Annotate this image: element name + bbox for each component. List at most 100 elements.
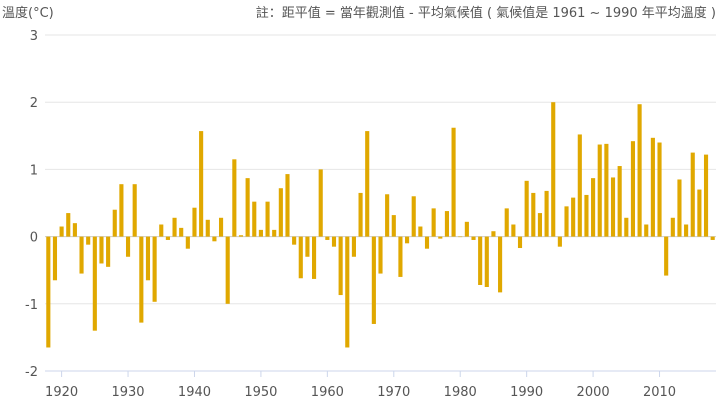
bar xyxy=(165,236,170,240)
chart-note: 註：距平值 = 當年觀測值 - 平均氣候值 ( 氣候值是 1961 ~ 1990… xyxy=(255,6,716,21)
bar xyxy=(531,192,536,237)
bar xyxy=(597,144,602,237)
x-tick-label: 1930 xyxy=(111,385,144,400)
bar xyxy=(192,207,197,237)
bar xyxy=(391,215,396,237)
bar xyxy=(571,197,576,237)
y-tick-label: -1 xyxy=(25,298,38,313)
bar xyxy=(464,221,469,237)
bar xyxy=(345,236,350,348)
bar xyxy=(557,236,562,247)
bar xyxy=(119,184,124,237)
bar xyxy=(617,166,622,237)
bar xyxy=(238,235,244,237)
bar xyxy=(371,236,376,324)
bar xyxy=(172,217,177,237)
x-tick-label: 2010 xyxy=(643,385,676,400)
bar xyxy=(185,236,190,249)
bar xyxy=(498,236,503,293)
bar xyxy=(637,104,642,237)
bar xyxy=(584,194,589,237)
x-tick-label: 2000 xyxy=(577,385,610,400)
bar xyxy=(92,236,97,331)
bar xyxy=(66,213,71,237)
bar xyxy=(86,236,91,245)
bar xyxy=(684,224,689,237)
bar xyxy=(517,236,523,249)
bar xyxy=(697,189,702,237)
x-tick-label: 1940 xyxy=(178,385,211,400)
bar xyxy=(398,236,403,277)
bar xyxy=(139,236,144,323)
bar xyxy=(225,236,230,304)
bar xyxy=(564,206,569,237)
bar xyxy=(265,201,270,237)
bar xyxy=(710,236,715,240)
bar xyxy=(72,223,77,237)
bar xyxy=(644,224,649,237)
bar xyxy=(411,196,416,237)
bar xyxy=(278,188,283,237)
bar xyxy=(677,179,682,237)
bar xyxy=(504,208,509,237)
bar xyxy=(52,236,58,281)
x-tick-label: 1920 xyxy=(45,385,78,400)
y-tick-label: 1 xyxy=(30,163,38,178)
bar xyxy=(451,127,456,237)
bar xyxy=(232,159,237,237)
bar xyxy=(670,217,675,237)
bar xyxy=(132,184,137,237)
bar xyxy=(405,236,410,244)
bar xyxy=(338,236,343,296)
bar xyxy=(285,174,290,237)
bar xyxy=(305,236,310,257)
bar xyxy=(424,236,430,249)
bar xyxy=(630,141,636,237)
bar xyxy=(218,217,224,237)
bar xyxy=(438,236,443,239)
x-tick-label: 1970 xyxy=(377,385,410,400)
bar xyxy=(312,236,317,279)
bar xyxy=(298,236,303,279)
bar xyxy=(145,236,151,281)
bar xyxy=(205,219,210,237)
bar xyxy=(79,236,84,274)
x-tick-label: 1960 xyxy=(311,385,344,400)
bar xyxy=(159,224,164,237)
bar xyxy=(46,236,51,348)
bars xyxy=(46,102,715,348)
bar xyxy=(378,236,383,274)
bar xyxy=(478,236,483,285)
bar xyxy=(152,236,157,302)
bar xyxy=(444,211,449,237)
bar xyxy=(664,236,669,276)
bar xyxy=(431,208,436,237)
y-tick-label: -2 xyxy=(25,365,38,380)
bar xyxy=(610,177,616,237)
axes: 3 2 1 0 -1 -2 1920 1930 1940 1950 1960 1970 1980 1990… xyxy=(25,29,716,400)
y-axis-unit-label: 溫度(°C) xyxy=(2,6,54,21)
bar xyxy=(199,131,204,237)
bar xyxy=(703,154,709,237)
y-tick-label: 2 xyxy=(30,96,38,111)
bar xyxy=(577,134,582,237)
bar xyxy=(59,226,64,237)
bar xyxy=(331,236,337,247)
bar xyxy=(179,227,184,237)
bar xyxy=(657,142,662,237)
bar xyxy=(690,152,695,237)
bar xyxy=(351,236,356,257)
bar xyxy=(318,169,323,237)
bar xyxy=(624,217,629,237)
bar xyxy=(258,229,263,237)
bar xyxy=(292,236,297,245)
bar xyxy=(125,236,131,257)
bar xyxy=(245,178,250,237)
x-tick-label: 1980 xyxy=(444,385,477,400)
bar xyxy=(604,143,609,237)
y-tick-label: 3 xyxy=(30,29,38,44)
bar xyxy=(325,236,330,240)
bar xyxy=(106,236,111,267)
bar xyxy=(358,192,363,237)
bar xyxy=(511,224,516,237)
